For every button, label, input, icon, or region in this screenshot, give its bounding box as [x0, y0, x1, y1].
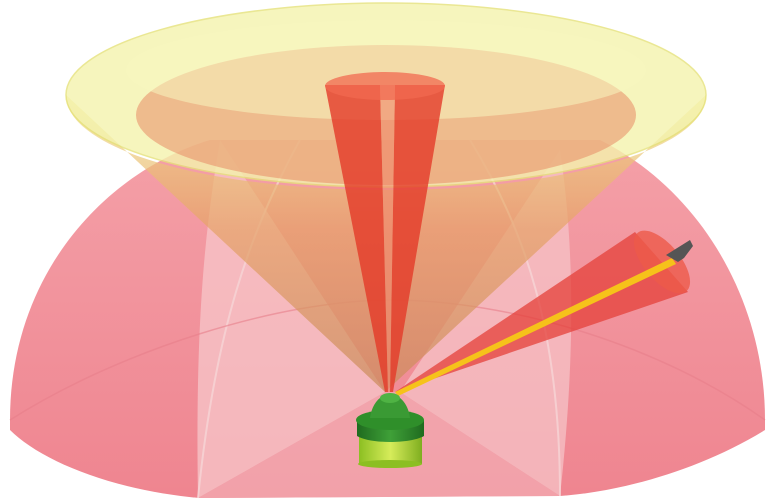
aircraft-icon: [666, 240, 693, 262]
beam-left-half: [325, 85, 388, 392]
beam-top-cap: [325, 72, 445, 100]
radar-head-top: [380, 393, 400, 403]
beam-right-half: [390, 85, 445, 392]
beam-center: [380, 85, 395, 392]
tracking-beam: [395, 230, 691, 396]
vertical-radar-beam: [325, 72, 445, 392]
radar-dome-head: [370, 394, 410, 418]
tracking-cone-cap: [633, 230, 691, 294]
radar-base-bottom: [358, 460, 422, 468]
target-aircraft: [666, 240, 693, 262]
radar-antenna-unit: [356, 393, 424, 468]
tracking-cone: [395, 232, 688, 392]
tracking-beam-line: [395, 258, 676, 396]
cone-rim-highlight: [126, 20, 646, 120]
